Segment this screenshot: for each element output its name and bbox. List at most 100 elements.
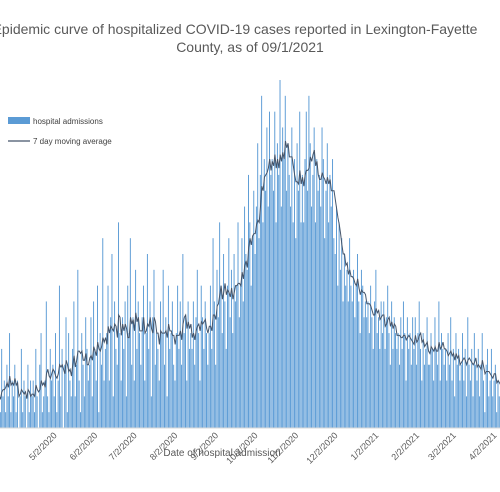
bar: [300, 222, 302, 428]
bar: [437, 364, 439, 428]
bar: [166, 396, 168, 428]
bar: [121, 317, 123, 428]
bar: [146, 254, 148, 428]
bar: [397, 333, 399, 428]
bar: [149, 301, 151, 428]
bar: [95, 380, 97, 428]
bar: [85, 317, 87, 428]
bar: [198, 333, 200, 428]
bar: [400, 317, 402, 428]
bar: [128, 333, 130, 428]
bar: [237, 222, 239, 428]
bar: [127, 285, 129, 428]
bar: [374, 301, 376, 428]
bar: [56, 412, 58, 428]
bar: [388, 333, 390, 428]
bar: [430, 333, 432, 428]
bar: [259, 174, 261, 428]
bar: [375, 269, 377, 428]
bar: [103, 380, 105, 428]
bar: [115, 348, 117, 428]
bar: [49, 348, 51, 428]
bar: [337, 285, 339, 428]
bar: [116, 364, 118, 428]
bar: [220, 285, 222, 428]
bar: [245, 254, 247, 428]
bar: [354, 317, 356, 428]
bar: [279, 80, 281, 428]
bar: [328, 222, 330, 428]
bar: [19, 396, 21, 428]
bar: [249, 222, 251, 428]
bar: [65, 317, 67, 428]
bar: [112, 396, 114, 428]
bar: [473, 333, 475, 428]
bar: [6, 364, 8, 428]
bar: [94, 348, 96, 428]
bar: [178, 348, 180, 428]
bar: [479, 396, 481, 428]
bar: [175, 333, 177, 428]
bar: [468, 364, 470, 428]
bar: [462, 333, 464, 428]
bar: [1, 348, 3, 428]
bar: [191, 348, 193, 428]
bar: [221, 333, 223, 428]
bar: [431, 348, 433, 428]
x-tick-label: 3/2/2021: [426, 430, 458, 462]
bar: [442, 348, 444, 428]
bar: [266, 127, 268, 428]
bar: [11, 380, 13, 428]
bar: [448, 364, 450, 428]
bar: [333, 238, 335, 428]
bar: [450, 317, 452, 428]
bar: [307, 190, 309, 428]
bar: [212, 238, 214, 428]
bar: [140, 364, 142, 428]
bar: [360, 269, 362, 428]
bar: [68, 333, 70, 428]
bar: [278, 174, 280, 428]
bar: [484, 412, 486, 428]
bar: [78, 380, 80, 428]
bar: [380, 301, 382, 428]
bar: [253, 190, 255, 428]
bar: [464, 348, 466, 428]
bar: [330, 206, 332, 428]
bar: [485, 364, 487, 428]
bar: [206, 333, 207, 428]
bar: [160, 301, 162, 428]
bar: [364, 301, 366, 428]
bar: [357, 254, 358, 428]
bar: [396, 348, 398, 428]
bar: [339, 269, 341, 428]
bar: [342, 301, 344, 428]
bar: [234, 301, 236, 428]
bar: [460, 364, 462, 428]
bar: [98, 412, 100, 428]
bar: [368, 333, 370, 428]
bar: [444, 348, 446, 428]
bar: [36, 396, 38, 428]
bar: [185, 317, 186, 428]
bar: [402, 301, 404, 428]
bar: [423, 364, 425, 428]
bar: [229, 317, 231, 428]
bar: [269, 111, 270, 428]
bar: [322, 159, 324, 428]
bar: [324, 238, 326, 428]
bar: [129, 238, 131, 428]
bar: [48, 412, 50, 428]
bar: [405, 380, 407, 428]
bar: [410, 364, 412, 428]
bar: [272, 190, 274, 428]
bar: [73, 301, 75, 428]
legend-label-moving-average: 7 day moving average: [33, 137, 112, 146]
bar: [406, 317, 408, 428]
bar: [463, 380, 465, 428]
bar: [395, 333, 397, 428]
bar: [490, 348, 492, 428]
bar: [420, 348, 421, 428]
bar: [308, 95, 310, 428]
bar: [87, 380, 89, 428]
